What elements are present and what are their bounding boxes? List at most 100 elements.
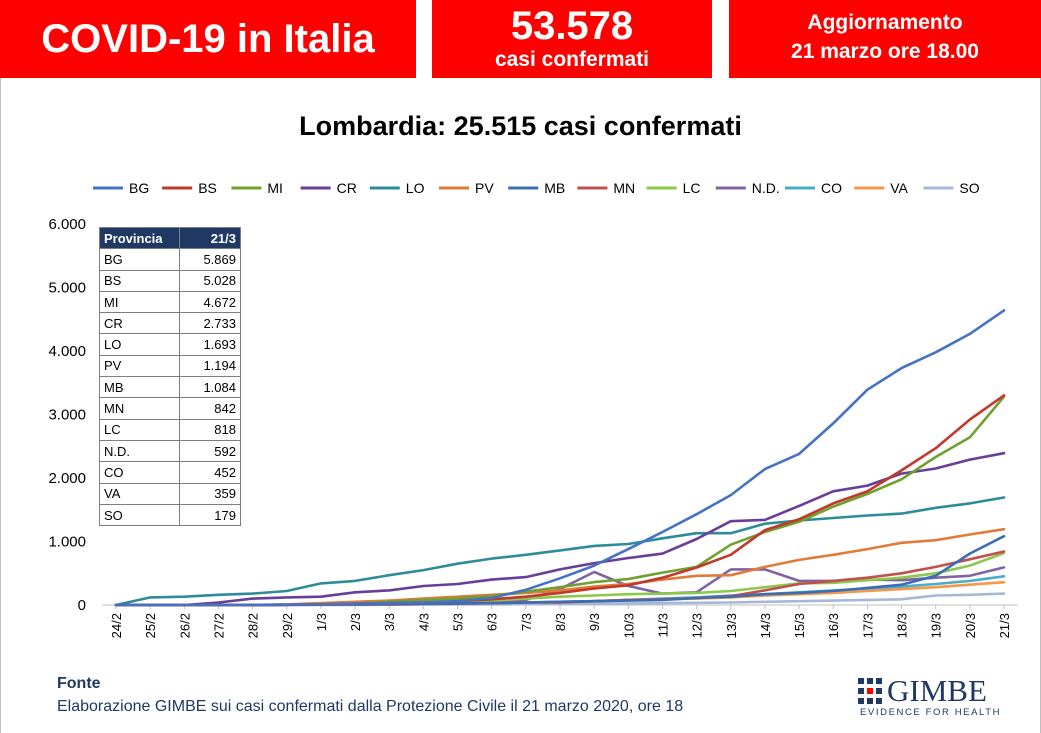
x-tick-label: 17/3 [860, 613, 875, 638]
legend-label: BS [198, 180, 217, 196]
province-cell: SO [99, 503, 180, 527]
legend-label: MI [267, 180, 283, 196]
province-cell: LC [99, 418, 180, 441]
x-tick-label: 3/3 [382, 613, 397, 631]
y-tick-label: 3.000 [48, 407, 86, 424]
legend-label: CO [821, 180, 842, 196]
chart-axes: 0 1.000 2.000 3.000 4.000 5.000 6.000 24/2 25/2 2… [48, 216, 1018, 638]
x-tick-label: 25/2 [143, 613, 158, 638]
table-row: LC 818 [99, 418, 241, 441]
source-title: Fonte [57, 675, 101, 692]
series-line-cr [114, 451, 1006, 607]
column-header-date: 21/3 [179, 226, 241, 250]
value-cell: 5.869 [179, 248, 241, 271]
table-row: CR 2.733 [99, 312, 241, 335]
legend-label: MN [613, 180, 635, 196]
y-tick-label: 6.000 [48, 216, 86, 233]
province-cell: MB [99, 376, 180, 399]
page-title: COVID-19 in Italia [41, 16, 375, 61]
value-cell: 592 [179, 439, 241, 463]
update-banner: Aggiornamento 21 marzo ore 18.00 [729, 0, 1041, 78]
table-row: MN 842 [99, 397, 241, 420]
table-header-row: Provincia 21/3 [99, 226, 241, 250]
province-cell: CO [99, 461, 180, 484]
chart-legend: BG BS MI CR LO PV MB MN LC N.D. CO VA SO [93, 180, 980, 196]
value-cell: 1.194 [179, 354, 241, 378]
gimbe-logo-icon [858, 678, 882, 704]
x-tick-label: 16/3 [826, 613, 841, 638]
province-cell: N.D. [99, 439, 180, 463]
source-text: Elaborazione GIMBE sui casi confermati d… [57, 698, 684, 715]
value-cell: 818 [179, 418, 241, 441]
legend-label: SO [959, 180, 979, 196]
y-tick-label: 4.000 [48, 343, 86, 360]
province-cell: MI [99, 290, 180, 314]
table-row: BG 5.869 [99, 248, 241, 271]
table-row: PV 1.194 [99, 354, 241, 378]
legend-label: VA [890, 180, 908, 196]
province-table: Provincia 21/3 BG 5.869 BS 5.028 MI 4.672 CR 2.… [99, 226, 241, 527]
x-tick-label: 6/3 [485, 613, 500, 631]
legend-label: LO [406, 180, 425, 196]
value-cell: 5.028 [179, 269, 241, 292]
x-tick-label: 24/2 [109, 613, 124, 638]
table-row: MI 4.672 [99, 290, 241, 314]
x-tick-label: 18/3 [895, 613, 910, 638]
legend-label: LC [683, 180, 701, 196]
x-tick-label: 29/2 [280, 613, 295, 638]
series-line-lo [114, 496, 1006, 607]
update-label: Aggiornamento [807, 11, 963, 34]
value-cell: 452 [179, 461, 241, 484]
x-tick-label: 13/3 [724, 613, 739, 638]
update-datetime: 21 marzo ore 18.00 [791, 40, 979, 63]
value-cell: 1.084 [179, 376, 241, 399]
value-cell: 4.672 [179, 290, 241, 314]
x-tick-label: 11/3 [655, 613, 670, 637]
legend-label: MB [544, 180, 565, 196]
x-tick-label: 1/3 [314, 613, 329, 631]
series-line-bs [114, 394, 1006, 607]
x-tick-label: 4/3 [416, 613, 431, 631]
x-tick-label: 28/2 [246, 613, 261, 638]
x-tick-label: 2/3 [348, 613, 363, 631]
logo-tagline: EVIDENCE FOR HEALTH [860, 707, 1002, 718]
province-cell: MN [99, 397, 180, 420]
chart-title: Lombardia: 25.515 casi confermati [299, 111, 742, 141]
logo-name: GIMBE [887, 673, 987, 708]
province-cell: PV [99, 354, 180, 378]
x-tick-label: 7/3 [519, 613, 534, 631]
y-tick-label: 5.000 [48, 280, 86, 297]
x-tick-label: 19/3 [929, 613, 944, 638]
x-tick-label: 14/3 [758, 613, 773, 638]
x-tick-label: 27/2 [211, 613, 226, 638]
value-cell: 842 [179, 397, 241, 420]
legend-label: BG [129, 180, 149, 196]
legend-label: PV [475, 180, 494, 196]
table-row: SO 179 [99, 503, 241, 527]
value-cell: 359 [179, 482, 241, 505]
value-cell: 1.693 [179, 333, 241, 356]
y-tick-label: 2.000 [48, 470, 86, 487]
value-cell: 2.733 [179, 312, 241, 335]
province-cell: CR [99, 312, 180, 335]
series-line-bg [114, 309, 1006, 607]
legend-label: N.D. [752, 180, 780, 196]
table-row: LO 1.693 [99, 333, 241, 356]
x-tick-label: 15/3 [792, 613, 807, 638]
x-tick-label: 5/3 [451, 613, 466, 631]
table-row: MB 1.084 [99, 376, 241, 399]
total-cases-label: casi confermati [494, 48, 650, 71]
x-tick-label: 8/3 [553, 613, 568, 631]
cases-banner: 53.578 casi confermati [432, 0, 712, 78]
y-tick-label: 0 [78, 597, 86, 614]
x-tick-label: 10/3 [621, 613, 636, 638]
x-tick-label: 21/3 [997, 613, 1012, 638]
table-row: BS 5.028 [99, 269, 241, 292]
chart-series [114, 309, 1006, 607]
column-header-province: Provincia [99, 226, 180, 250]
x-tick-label: 20/3 [963, 613, 978, 638]
table-row: N.D. 592 [99, 439, 241, 463]
title-banner: COVID-19 in Italia [0, 0, 416, 78]
gimbe-logo: GIMBE EVIDENCE FOR HEALTH [858, 673, 1008, 720]
legend-label: CR [337, 180, 357, 196]
